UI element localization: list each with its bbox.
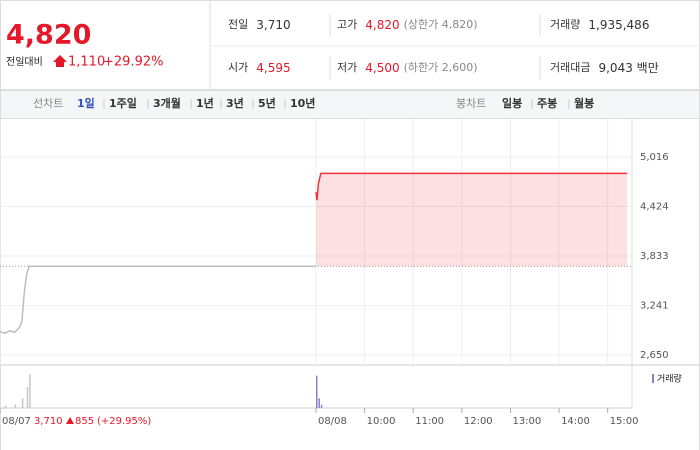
period-tab[interactable]: 1일: [77, 96, 95, 110]
header-box: [0, 0, 700, 90]
note-rate: (+29.95%): [97, 416, 151, 427]
y-tick-label: 3,241: [640, 301, 669, 312]
candle-tab[interactable]: 주봉: [537, 97, 557, 110]
stat: 시가 4,595: [228, 61, 291, 75]
volume-bar: [320, 404, 323, 408]
x-tick-label: 15:00: [610, 416, 639, 427]
area: [316, 173, 628, 267]
stats: 전일 3,710 고가 4,820 (상한가 4,820) 거래량 1,935,486 시가 4…: [228, 17, 659, 75]
x-tick-label: 14:00: [561, 416, 590, 427]
stat-label: 거래대금: [550, 61, 590, 74]
volume-bar: [26, 386, 29, 408]
change: 1,110: [68, 55, 105, 70]
stat-label: 저가: [337, 61, 357, 74]
price: 4,820: [6, 20, 91, 51]
period-tab[interactable]: 1주일: [109, 96, 137, 110]
x-tick-label: 10:00: [367, 416, 396, 427]
stat-value: 4,820: [365, 18, 399, 32]
up-arrow-icon: [53, 55, 67, 67]
x-tick-label: 11:00: [415, 416, 444, 427]
period-tab[interactable]: 3개월: [153, 96, 181, 110]
stat: 거래대금 9,043 백만: [550, 61, 659, 75]
period-tab[interactable]: 5년: [258, 96, 276, 110]
volume-bar: [316, 375, 318, 408]
price-line: [315, 172, 628, 201]
tab-group-label: 선차트: [33, 97, 63, 110]
x-tick-label: 08/08: [318, 416, 347, 427]
tab-bar: [0, 90, 700, 119]
stat-note: (하한가 2,600): [404, 60, 478, 74]
stat-label: 전일: [228, 17, 248, 31]
plot: 5,016 4,424 3,833 3,241 2,650 08/07 08/08 10:00…: [0, 119, 669, 427]
candle-tab[interactable]: 월봉: [574, 96, 594, 110]
stat-value: 4,500: [365, 61, 399, 75]
volume-bar: [4, 405, 7, 408]
legend-swatch: [652, 374, 654, 383]
stat-label: 시가: [228, 61, 248, 74]
period-tab[interactable]: 3년: [226, 96, 244, 110]
x-tick-label: 12:00: [464, 416, 493, 427]
y-tick-label: 3,833: [640, 251, 669, 262]
stat: 거래량 1,935,486: [550, 18, 649, 32]
volume-bar: [318, 398, 320, 408]
stat-value: 4,595: [256, 61, 290, 75]
stat: 저가 4,500 (하한가 2,600): [337, 60, 478, 75]
y-tick-label: 2,650: [640, 350, 669, 361]
tab-group-label: 봉차트: [456, 97, 486, 110]
y-tick-label: 4,424: [640, 202, 669, 213]
volume-bar: [29, 374, 31, 408]
stat-value: 9,043 백만: [598, 61, 658, 75]
candle-tab[interactable]: 일봉: [502, 96, 522, 110]
stat-value: 3,710: [256, 18, 290, 32]
tabs: 선차트 1일 1주일 3개월 1년 3년 5년 10년 봉차트 일봉 주봉 월봉: [33, 96, 594, 110]
legend-label: 거래량: [657, 373, 682, 385]
volume-bar: [14, 404, 17, 408]
stat-note: (상한가 4,820): [404, 18, 478, 31]
x-tick-label: 08/07: [2, 416, 31, 427]
change-label: 전일대비: [6, 56, 43, 68]
note-change: 855: [75, 416, 94, 427]
period-tab[interactable]: 10년: [290, 96, 315, 110]
price-line: [0, 265, 316, 335]
stat: 전일 3,710: [228, 17, 291, 32]
y-tick-label: 5,016: [640, 152, 669, 163]
stat-value: 1,935,486: [588, 18, 649, 32]
stat-label: 고가: [337, 18, 357, 31]
note-price: 3,710: [34, 416, 63, 427]
up-triangle: [66, 417, 74, 424]
volume-bar: [21, 398, 24, 408]
x-tick-label: 13:00: [512, 416, 541, 427]
period-tab[interactable]: 1년: [196, 96, 214, 110]
rate: +29.92%: [103, 55, 163, 70]
stat: 고가 4,820 (상한가 4,820): [337, 18, 478, 32]
stat-label: 거래량: [550, 18, 580, 31]
